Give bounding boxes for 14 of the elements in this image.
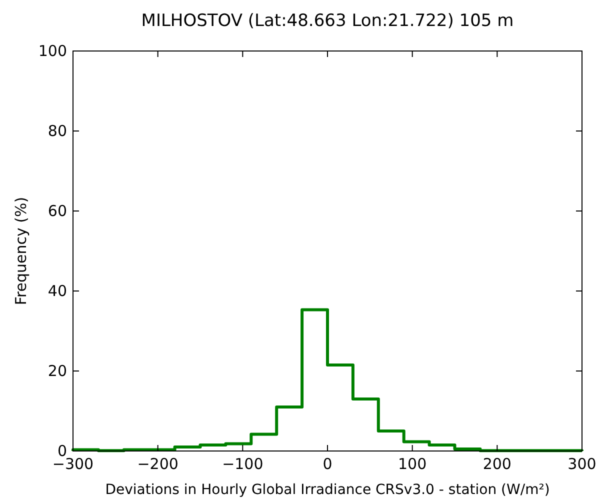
y-tick-label: 100	[38, 42, 67, 60]
x-tick-label: 200	[482, 455, 512, 473]
y-tick-label: 20	[48, 362, 67, 380]
y-axis-title: Frequency (%)	[12, 196, 30, 306]
x-tick-label: −200	[137, 455, 178, 473]
y-tick-label: 40	[48, 282, 67, 300]
y-tick-label: 60	[48, 202, 67, 220]
x-tick-label: −100	[222, 455, 264, 473]
chart-title: MILHOSTOV (Lat:48.663 Lon:21.722) 105 m	[141, 11, 514, 31]
x-tick-label: 100	[398, 455, 427, 473]
x-tick-label: 0	[322, 455, 332, 473]
x-tick-label: 300	[568, 455, 596, 473]
y-tick-label: 80	[48, 122, 67, 140]
x-axis-title: Deviations in Hourly Global Irradiance CRSv3.0 - station (W/m²)	[105, 482, 550, 498]
